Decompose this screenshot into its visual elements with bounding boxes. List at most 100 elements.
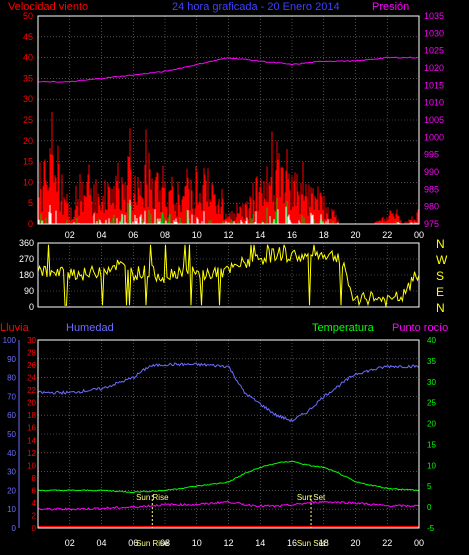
top-chart-frame (37, 15, 420, 225)
y-right-tick-label: 1025 (424, 46, 444, 56)
y-right-tick-label: 1010 (424, 98, 444, 108)
x-tick-label: 20 (350, 538, 360, 548)
x-tick-label: 00 (414, 538, 424, 548)
y-humidity-tick-label: 100 (3, 336, 17, 345)
compass-label-e: E (436, 285, 444, 299)
y-right-tick-label: 1020 (424, 63, 444, 73)
sunset-label: Sun Set (297, 493, 326, 502)
y-rain-tick-label: 4 (32, 499, 37, 508)
y-humidity-tick-label: 20 (7, 486, 16, 495)
y-rain-tick-label: 20 (27, 399, 36, 408)
x-tick-label: 20 (350, 230, 360, 240)
x-tick-label: 02 (65, 230, 75, 240)
compass-label-w: W (436, 253, 448, 267)
rain-humidity-temperature-chart: 0102030405060708090100024681012141618202… (3, 336, 437, 548)
bottom-chart-frame (37, 339, 420, 529)
y-rain-tick-label: 28 (27, 349, 36, 358)
y-direction-tick-label: 90 (24, 286, 34, 296)
y-rain-tick-label: 18 (27, 411, 36, 420)
y-right-tick-label: 1030 (424, 28, 444, 38)
x-tick-label: 14 (255, 230, 265, 240)
y-right-tick-label: 980 (424, 202, 439, 212)
y-rain-tick-label: 0 (32, 524, 37, 533)
y-left-tick-label: 5 (28, 198, 33, 208)
pressure-line (37, 56, 419, 83)
mid-chart-frame (37, 242, 420, 308)
pressure-label: Presión (372, 1, 409, 13)
x-tick-label: 16 (287, 230, 297, 240)
y-temperature-tick-label: 10 (427, 461, 436, 470)
y-right-tick-label: 1005 (424, 115, 444, 125)
y-direction-tick-label: 360 (19, 238, 34, 248)
y-rain-tick-label: 30 (27, 336, 36, 345)
y-temperature-tick-label: 35 (427, 357, 436, 366)
x-tick-label: 22 (382, 538, 392, 548)
y-left-tick-label: 45 (23, 32, 33, 42)
y-right-tick-label: 995 (424, 150, 439, 160)
y-rain-tick-label: 10 (27, 461, 36, 470)
y-left-tick-label: 15 (23, 157, 33, 167)
x-tick-label: 00 (414, 230, 424, 240)
temperature-label: Temperatura (312, 322, 375, 334)
x-tick-label: 10 (192, 230, 202, 240)
humidity-label: Humedad (66, 322, 114, 334)
y-direction-tick-label: 180 (19, 270, 34, 280)
humidity-line (37, 362, 419, 423)
y-humidity-tick-label: 50 (7, 430, 16, 439)
x-tick-label: 04 (96, 230, 106, 240)
x-tick-label: 08 (160, 538, 170, 548)
y-right-tick-label: 1035 (424, 11, 444, 21)
y-rain-tick-label: 26 (27, 361, 36, 370)
y-right-tick-label: 985 (424, 184, 439, 194)
y-left-tick-label: 30 (23, 94, 33, 104)
y-rain-tick-label: 6 (32, 486, 37, 495)
y-humidity-tick-label: 90 (7, 355, 16, 364)
y-temperature-tick-label: 25 (427, 399, 436, 408)
y-temperature-tick-label: 5 (427, 482, 432, 491)
x-tick-label: 06 (128, 230, 138, 240)
y-rain-tick-label: 24 (27, 374, 36, 383)
y-humidity-tick-label: 0 (12, 524, 17, 533)
x-tick-label: 10 (192, 538, 202, 548)
y-left-tick-label: 50 (23, 11, 33, 21)
sunset-label-axis: Sun Set (297, 539, 326, 548)
y-rain-tick-label: 22 (27, 386, 36, 395)
dewpoint-label: Punto rocío (392, 322, 448, 334)
chart-title: 24 hora graficada - 20 Enero 2014 (172, 1, 340, 13)
y-temperature-tick-label: 15 (427, 440, 436, 449)
y-left-tick-label: 0 (28, 219, 33, 229)
sunrise-label-axis: Sun Rise (136, 539, 169, 548)
y-direction-tick-label: 270 (19, 254, 34, 264)
y-direction-tick-label: 0 (29, 302, 34, 312)
y-humidity-tick-label: 80 (7, 374, 16, 383)
y-left-tick-label: 10 (23, 177, 33, 187)
wind-speed-label: Velocidad viento (8, 1, 88, 13)
y-rain-tick-label: 8 (32, 474, 37, 483)
y-right-tick-label: 1000 (424, 132, 444, 142)
y-humidity-tick-label: 70 (7, 392, 16, 401)
y-rain-tick-label: 2 (32, 511, 37, 520)
y-right-tick-label: 990 (424, 167, 439, 177)
y-rain-tick-label: 12 (27, 449, 36, 458)
compass-label-n: N (436, 237, 445, 251)
x-tick-label: 02 (65, 538, 75, 548)
temperature-line (37, 460, 420, 493)
y-temperature-tick-label: 30 (427, 378, 436, 387)
dewpoint-line (37, 500, 419, 511)
sunrise-label: Sun Rise (136, 493, 169, 502)
x-tick-label: 22 (382, 230, 392, 240)
y-rain-tick-label: 14 (27, 436, 36, 445)
y-left-tick-label: 25 (23, 115, 33, 125)
x-tick-label: 04 (96, 538, 106, 548)
x-tick-label: 18 (319, 538, 329, 548)
y-humidity-tick-label: 10 (7, 505, 16, 514)
y-left-tick-label: 20 (23, 136, 33, 146)
y-left-tick-label: 35 (23, 73, 33, 83)
x-tick-label: 14 (255, 538, 265, 548)
y-right-tick-label: 975 (424, 219, 439, 229)
x-tick-label: 12 (223, 538, 233, 548)
compass-label-s: S (436, 269, 444, 283)
x-tick-label: 16 (287, 538, 297, 548)
